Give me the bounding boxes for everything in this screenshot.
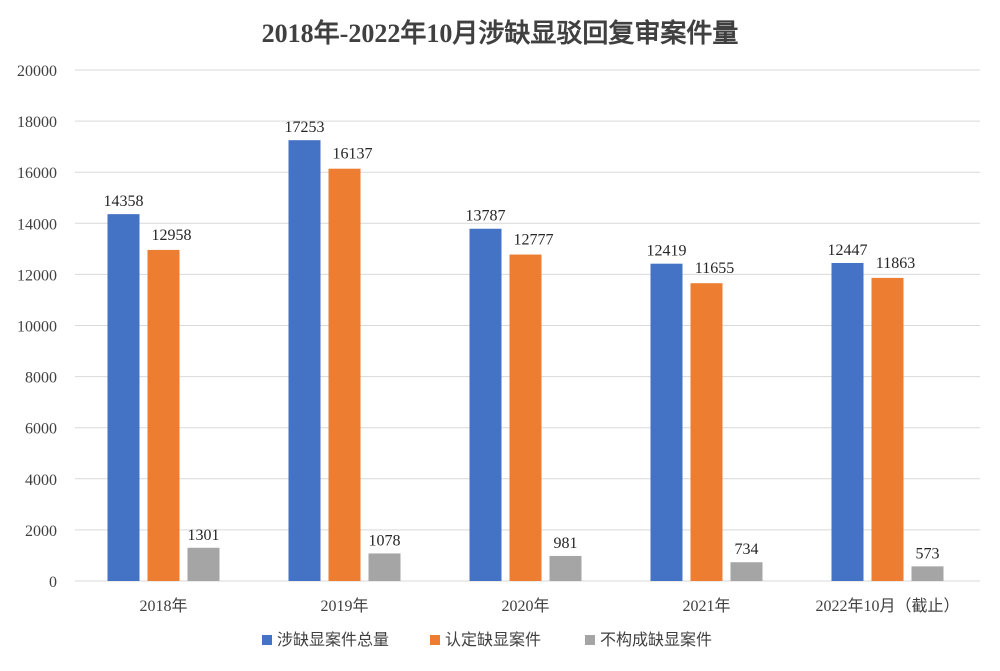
data-label: 12447 bbox=[828, 242, 868, 259]
data-label: 573 bbox=[916, 545, 940, 562]
data-label: 11863 bbox=[876, 255, 915, 272]
legend-swatch bbox=[262, 635, 272, 645]
x-tick-label: 2019年 bbox=[320, 597, 368, 615]
y-tick-label: 14000 bbox=[17, 216, 57, 233]
bar-1 bbox=[690, 283, 723, 581]
bar-2 bbox=[911, 566, 944, 581]
data-label: 734 bbox=[735, 541, 759, 558]
y-tick-label: 12000 bbox=[17, 267, 57, 284]
data-label: 12777 bbox=[514, 232, 554, 249]
bar-0 bbox=[288, 140, 321, 581]
data-label: 11655 bbox=[695, 260, 734, 277]
x-tick-label: 2021年 bbox=[682, 597, 730, 615]
y-tick-label: 16000 bbox=[17, 165, 57, 182]
legend-swatch bbox=[430, 635, 440, 645]
bar-0 bbox=[107, 214, 140, 581]
y-tick-label: 4000 bbox=[25, 472, 57, 489]
data-label: 17253 bbox=[285, 119, 325, 136]
bar-2 bbox=[730, 562, 763, 581]
data-label: 1301 bbox=[188, 527, 220, 544]
y-tick-label: 8000 bbox=[25, 370, 57, 387]
legend-label: 不构成缺显案件 bbox=[600, 631, 712, 649]
y-tick-label: 6000 bbox=[25, 421, 57, 438]
y-tick-label: 20000 bbox=[17, 63, 57, 80]
legend-swatch bbox=[585, 635, 595, 645]
bar-1 bbox=[328, 168, 361, 581]
chart-title: 2018年-2022年10月涉缺显驳回复审案件量 bbox=[262, 18, 739, 48]
x-tick-label: 2022年10月（截止） bbox=[815, 597, 959, 615]
bar-2 bbox=[368, 553, 401, 581]
bar-0 bbox=[650, 263, 683, 581]
legend-label: 认定缺显案件 bbox=[445, 631, 541, 649]
data-label: 12958 bbox=[152, 227, 192, 244]
bar-0 bbox=[469, 228, 502, 581]
data-label: 981 bbox=[554, 535, 578, 552]
data-label: 16137 bbox=[333, 146, 373, 163]
legend-label: 涉缺显案件总量 bbox=[277, 631, 389, 649]
y-tick-label: 2000 bbox=[25, 523, 57, 540]
data-label: 12419 bbox=[647, 243, 687, 260]
data-label: 14358 bbox=[104, 193, 144, 210]
y-tick-label: 0 bbox=[49, 574, 57, 591]
data-label: 1078 bbox=[369, 532, 401, 549]
x-tick-label: 2020年 bbox=[501, 597, 549, 615]
bar-1 bbox=[871, 277, 904, 581]
bar-1 bbox=[509, 254, 542, 581]
y-tick-label: 10000 bbox=[17, 319, 57, 336]
bar-2 bbox=[187, 547, 220, 581]
bar-1 bbox=[147, 249, 180, 581]
x-tick-label: 2018年 bbox=[139, 597, 187, 615]
bar-0 bbox=[831, 262, 864, 581]
data-label: 13787 bbox=[466, 208, 506, 225]
bar-2 bbox=[549, 555, 582, 581]
y-tick-label: 18000 bbox=[17, 114, 57, 131]
